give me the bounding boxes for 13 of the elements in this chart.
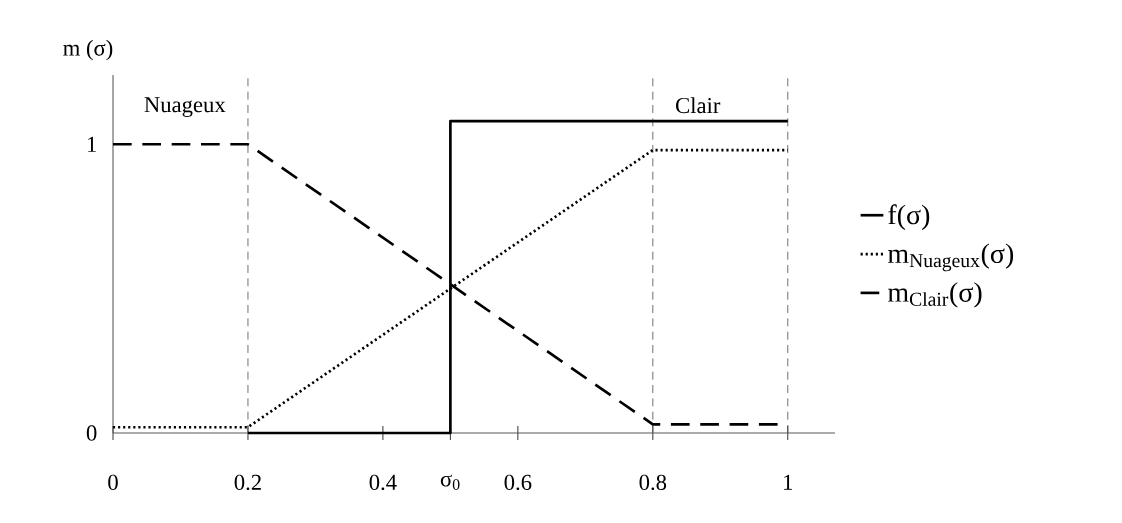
- x-tick-label: 0: [108, 474, 118, 490]
- y-axis-title: m (σ): [63, 39, 113, 61]
- x-tick-label: 0.8: [639, 474, 667, 491]
- x-tick-label: σ$_{0}$: [440, 474, 460, 490]
- legend-label: m$_{Clair}$(σ): [887, 282, 982, 308]
- ref-line-label: Nuageux: [144, 97, 226, 117]
- x-tick-label: 0.6: [504, 474, 532, 491]
- legend-label: m$_{Nuageux}$(σ): [887, 243, 1014, 272]
- ref-line-label: Clair: [676, 97, 721, 114]
- x-tick-label: 0.2: [234, 474, 261, 491]
- x-tick-label: 1: [784, 474, 793, 490]
- x-tick-label: 0.4: [369, 474, 397, 491]
- legend-label: f(σ): [888, 204, 930, 231]
